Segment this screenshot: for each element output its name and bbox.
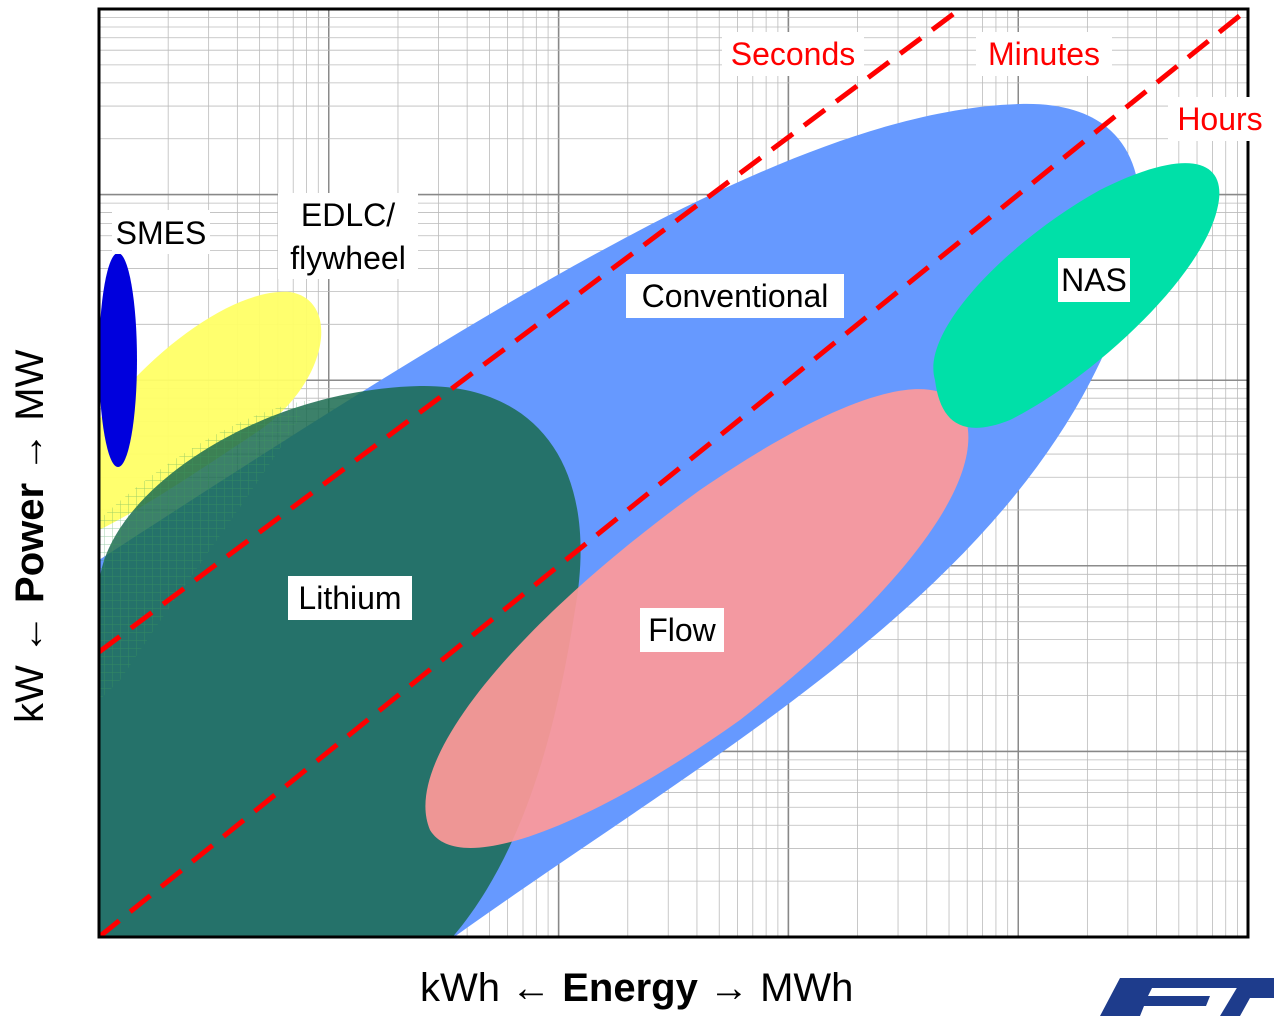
y-axis-right: MW [8,349,52,421]
duration-line-seconds [99,9,962,655]
x-axis-label: kWh ← Energy → MWh [420,966,853,1011]
region-lithium-hatch [99,400,310,700]
label-conventional-text: Conventional [642,278,829,314]
label-lithium-text: Lithium [298,580,401,616]
x-axis-right-arrow: → [708,966,749,1010]
label-nas: NAS [1058,258,1130,302]
duration-lines [99,9,1248,937]
region-smes [99,253,137,467]
y-axis-left: kW [8,665,52,723]
label-seconds: Seconds [722,32,864,76]
label-conventional: Conventional [626,274,844,318]
label-minutes-text: Minutes [988,36,1100,72]
label-flow: Flow [640,608,724,652]
label-edlc: EDLC/ flywheel [278,193,418,279]
y-axis-center: Power [8,482,52,603]
y-axis-left-arrow: ← [8,614,52,655]
x-axis-right: MWh [760,966,854,1010]
label-seconds-text: Seconds [731,36,856,72]
x-axis-left-arrow: ← [511,966,552,1010]
plot-frame [97,7,1250,939]
label-flow-text: Flow [648,612,716,648]
region-edlc [99,291,322,530]
label-hours-text: Hours [1177,101,1262,137]
label-smes-text: SMES [116,215,207,251]
duration-line-minutes [99,9,1248,937]
x-axis-left: kWh [420,966,500,1010]
label-edlc-line1: EDLC/ [301,197,395,233]
y-axis-right-arrow: → [8,431,52,472]
x-axis-center: Energy [562,966,698,1010]
label-lithium: Lithium [288,576,412,620]
label-hours: Hours [1168,97,1274,141]
y-axis-label: kW ← Power → MW [8,350,53,723]
logo-fragment [1100,978,1274,1016]
label-nas-text: NAS [1061,262,1127,298]
label-minutes: Minutes [976,32,1112,76]
label-edlc-line2: flywheel [290,240,406,276]
label-smes: SMES [112,210,210,254]
